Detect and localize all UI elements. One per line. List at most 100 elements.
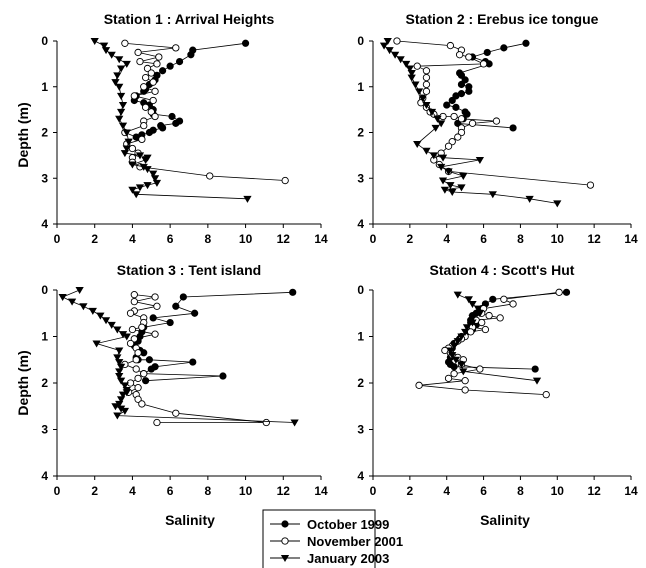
data-point bbox=[586, 181, 595, 189]
data-point bbox=[128, 144, 137, 153]
y-tick-label: 4 bbox=[41, 469, 48, 483]
y-tick-label: 0 bbox=[41, 283, 48, 297]
data-point bbox=[411, 81, 420, 89]
series-3 bbox=[90, 37, 252, 203]
data-point bbox=[444, 374, 453, 382]
x-tick-label: 2 bbox=[91, 484, 98, 498]
data-point bbox=[407, 70, 416, 78]
data-point bbox=[135, 184, 145, 192]
x-tick-label: 14 bbox=[314, 484, 328, 498]
data-point bbox=[147, 365, 155, 373]
data-point bbox=[187, 51, 195, 59]
data-point bbox=[113, 326, 122, 334]
x-tick-label: 2 bbox=[91, 232, 98, 246]
data-point bbox=[405, 65, 414, 73]
data-point bbox=[461, 328, 470, 336]
panel-2-title: Station 2 : Erebus ice tongue bbox=[406, 11, 599, 27]
data-point bbox=[454, 133, 462, 141]
x-tick-label: 4 bbox=[129, 232, 136, 246]
data-point bbox=[138, 135, 146, 144]
data-point bbox=[122, 333, 131, 341]
data-point bbox=[457, 71, 466, 79]
x-tick-label: 2 bbox=[407, 484, 414, 498]
data-point bbox=[143, 182, 152, 190]
data-point bbox=[134, 48, 142, 57]
data-point bbox=[141, 103, 150, 111]
series-3 bbox=[58, 286, 299, 427]
data-point bbox=[459, 172, 468, 180]
x-tick-label: 6 bbox=[480, 484, 487, 498]
data-point bbox=[407, 74, 416, 82]
data-point bbox=[440, 186, 449, 194]
data-point bbox=[126, 339, 135, 348]
data-point bbox=[116, 92, 126, 100]
panel-1-title: Station 1 : Arrival Heights bbox=[104, 11, 275, 27]
data-point bbox=[422, 102, 431, 110]
data-point bbox=[136, 57, 144, 66]
data-point bbox=[141, 73, 150, 82]
x-tick-label: 10 bbox=[551, 484, 565, 498]
data-point bbox=[542, 390, 550, 399]
data-point bbox=[58, 293, 67, 301]
data-point bbox=[414, 88, 424, 96]
y-tick-label: 0 bbox=[357, 283, 364, 297]
data-point bbox=[140, 370, 148, 378]
y-tick-label: 4 bbox=[41, 217, 48, 231]
data-point bbox=[172, 119, 180, 127]
series-line bbox=[61, 289, 295, 423]
data-point bbox=[122, 60, 131, 68]
data-point bbox=[422, 73, 431, 82]
data-point bbox=[120, 407, 130, 415]
data-point bbox=[553, 200, 562, 208]
y-tick-label: 1 bbox=[41, 330, 48, 344]
data-point bbox=[101, 317, 111, 325]
series-3 bbox=[379, 37, 562, 208]
legend-entry: October 1999 bbox=[270, 517, 389, 532]
data-point bbox=[166, 62, 174, 70]
data-point bbox=[422, 87, 431, 95]
data-point bbox=[457, 361, 466, 369]
data-point bbox=[151, 330, 159, 338]
data-point bbox=[461, 76, 469, 84]
data-point bbox=[243, 195, 252, 203]
data-point bbox=[111, 403, 120, 411]
data-point bbox=[485, 311, 493, 320]
data-point bbox=[379, 42, 389, 50]
x-tick-label: 4 bbox=[443, 484, 450, 498]
data-point bbox=[132, 365, 140, 373]
data-point bbox=[522, 39, 530, 47]
data-point bbox=[118, 122, 128, 130]
data-point bbox=[450, 370, 458, 378]
data-point bbox=[115, 83, 124, 91]
data-point bbox=[153, 60, 161, 68]
data-point bbox=[130, 335, 138, 343]
data-point bbox=[433, 115, 442, 123]
y-tick-label: 1 bbox=[41, 80, 48, 94]
legend-entry: November 2001 bbox=[270, 534, 403, 549]
data-point bbox=[438, 154, 448, 162]
data-point bbox=[241, 39, 250, 47]
data-point bbox=[113, 354, 122, 362]
series-2 bbox=[393, 37, 595, 189]
data-point bbox=[150, 175, 160, 183]
data-point bbox=[468, 119, 477, 128]
data-point bbox=[450, 112, 458, 121]
data-point bbox=[141, 156, 150, 164]
data-point bbox=[90, 37, 99, 46]
data-point bbox=[138, 323, 146, 331]
data-point bbox=[459, 368, 468, 376]
series-3 bbox=[446, 291, 542, 385]
data-point bbox=[132, 191, 141, 199]
data-point bbox=[149, 96, 157, 105]
data-point bbox=[468, 319, 477, 327]
data-point bbox=[134, 383, 142, 392]
data-point bbox=[489, 295, 497, 303]
ylabel-top: Depth (m) bbox=[15, 102, 31, 167]
series-2 bbox=[415, 288, 563, 399]
data-point bbox=[437, 163, 446, 171]
data-point bbox=[443, 101, 451, 109]
legend: October 1999 November 2001 January 2003 bbox=[262, 509, 403, 568]
data-point bbox=[402, 60, 411, 68]
